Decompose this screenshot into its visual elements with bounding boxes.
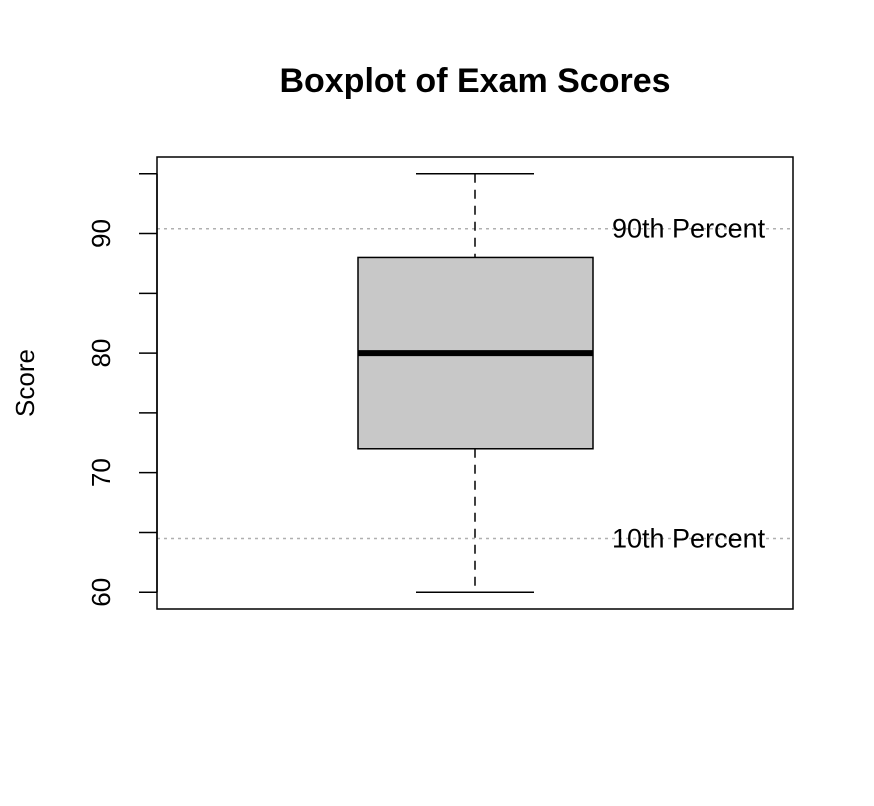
y-tick-label: 90 bbox=[86, 219, 116, 248]
y-axis-label: Score bbox=[10, 349, 40, 417]
plot-frame bbox=[156, 156, 794, 610]
reference-line-label: 10th Percent bbox=[612, 523, 766, 553]
y-tick-label: 70 bbox=[86, 458, 116, 487]
reference-line-label: 90th Percent bbox=[612, 214, 766, 244]
chart-title: Boxplot of Exam Scores bbox=[279, 62, 670, 100]
y-tick-label: 80 bbox=[86, 339, 116, 368]
y-tick-label: 60 bbox=[86, 578, 116, 607]
